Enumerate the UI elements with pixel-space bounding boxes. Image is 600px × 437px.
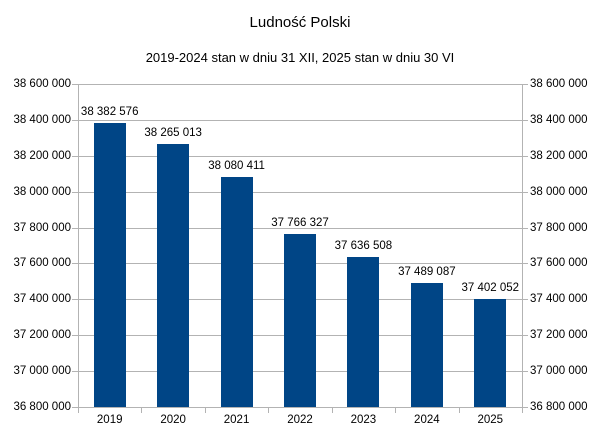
bar-2022[interactable] (284, 233, 316, 407)
y-tick-left (72, 84, 78, 85)
data-label: 38 382 576 (80, 106, 139, 118)
x-tick (458, 407, 460, 413)
y-axis-label-right: 38 600 000 (530, 78, 588, 90)
x-tick (395, 407, 397, 413)
y-axis-label-right: 38 200 000 (530, 149, 588, 162)
y-tick-left (72, 191, 78, 193)
y-axis-label-left: 38 600 000 (13, 78, 71, 90)
y-tick-left (72, 263, 78, 265)
y-axis-label-left: 37 000 000 (13, 365, 71, 378)
x-tick (522, 407, 523, 413)
gridline (78, 227, 522, 229)
bar-2020[interactable] (157, 144, 190, 407)
x-axis-label: 2023 (350, 414, 377, 426)
y-tick-right (522, 227, 528, 229)
bar-2023[interactable] (347, 256, 380, 407)
data-label: 38 080 411 (208, 160, 265, 173)
y-tick-right (522, 263, 528, 265)
gridline (78, 119, 522, 121)
y-axis-label-left: 37 800 000 (13, 221, 71, 234)
y-axis-label-right: 36 800 000 (530, 401, 588, 413)
x-tick (204, 407, 206, 413)
bar-2021[interactable] (220, 177, 253, 407)
y-axis-label-left: 38 400 000 (13, 113, 71, 126)
y-tick-right (522, 155, 528, 157)
y-axis-label-right: 38 000 000 (530, 185, 588, 198)
data-label: 37 402 052 (461, 281, 520, 294)
data-label: 37 489 087 (398, 266, 456, 279)
y-tick-left (72, 335, 78, 337)
y-axis-label-right: 37 800 000 (530, 221, 588, 234)
x-tick (268, 407, 270, 413)
bar-2024[interactable] (410, 283, 443, 407)
y-tick-right (522, 191, 528, 193)
y-axis-right (522, 84, 523, 407)
plot-area (72, 84, 528, 413)
x-axis-label: 2025 (477, 414, 504, 426)
x-axis-label: 2019 (96, 414, 123, 426)
y-tick-left (72, 119, 78, 121)
y-axis-label-left: 38 000 000 (13, 185, 71, 198)
y-tick-left (72, 407, 78, 408)
x-tick (141, 407, 143, 413)
y-tick-left (72, 155, 78, 157)
x-tick (331, 407, 333, 413)
y-axis-label-left: 36 800 000 (13, 401, 71, 413)
x-axis-label: 2024 (414, 414, 440, 426)
y-axis-left (78, 84, 79, 407)
y-tick-right (522, 84, 528, 85)
y-tick-left (72, 371, 78, 373)
y-axis-label-left: 37 400 000 (13, 293, 71, 306)
y-axis-label-right: 37 600 000 (530, 257, 588, 270)
chart-subtitle: 2019-2024 stan w dniu 31 XII, 2025 stan … (145, 50, 455, 65)
y-axis-label-left: 37 600 000 (13, 257, 71, 270)
gridline (78, 155, 522, 157)
y-axis-label-right: 37 000 000 (530, 365, 588, 378)
data-label: 37 766 327 (271, 216, 329, 229)
chart-title: Ludność Polski (249, 14, 351, 31)
y-tick-left (72, 227, 78, 229)
y-axis-label-left: 38 200 000 (13, 149, 71, 162)
data-label: 38 265 013 (144, 127, 202, 140)
y-axis-label-left: 37 200 000 (13, 329, 71, 342)
data-label: 37 636 508 (334, 239, 393, 252)
y-tick-right (522, 407, 528, 408)
gridline (78, 407, 522, 408)
gridline (78, 84, 522, 85)
y-axis-label-right: 38 400 000 (530, 113, 588, 126)
bar-2019[interactable] (93, 123, 126, 407)
gridline (78, 191, 522, 193)
bar-2025[interactable] (474, 298, 507, 407)
x-tick (78, 407, 79, 413)
y-tick-right (522, 119, 528, 121)
y-axis-label-right: 37 400 000 (530, 293, 588, 306)
y-tick-left (72, 299, 78, 301)
x-axis-label: 2022 (287, 414, 313, 426)
x-axis-label: 2020 (160, 414, 186, 426)
y-tick-right (522, 299, 528, 301)
y-tick-right (522, 371, 528, 373)
y-axis-label-right: 37 200 000 (530, 329, 588, 342)
y-tick-right (522, 335, 528, 337)
x-axis-label: 2021 (223, 414, 250, 426)
